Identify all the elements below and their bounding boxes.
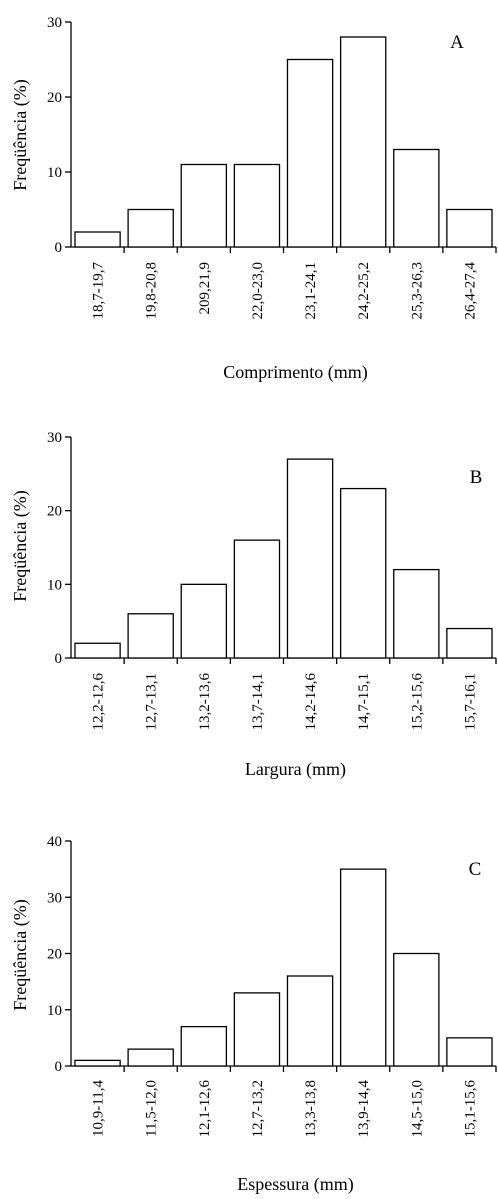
bar [393,148,440,248]
x-category-label: 12,2-12,6 [91,673,107,731]
bar [446,1037,493,1067]
x-category-label: 12,1-12,6 [197,1080,213,1138]
panel-letter: C [469,859,482,880]
y-tick-label: 0 [55,651,63,667]
y-tick-label: 20 [47,90,62,106]
bar [127,208,174,248]
bar [286,975,334,1067]
bar [74,1059,121,1067]
bar [127,1048,174,1067]
x-category-label: 24,2-25,2 [356,262,372,320]
bar [393,952,440,1067]
x-category-label: 13,3-13,8 [303,1080,319,1138]
x-category-label: 12,7-13,2 [250,1080,266,1138]
x-category-label: 10,9-11,4 [91,1080,107,1137]
x-category-label: 11,5-12,0 [144,1080,160,1137]
panel-letter: B [470,467,483,488]
bar [393,568,440,659]
bar [446,208,493,248]
x-category-label: 14,5-15,0 [409,1080,425,1138]
panel-letter: A [450,32,464,53]
bar [127,613,174,659]
y-tick-label: 20 [47,947,62,963]
bar [446,627,493,659]
bar [233,539,281,659]
x-category-label: 25,3-26,3 [409,262,425,320]
bar [339,868,387,1067]
bar [180,163,228,248]
x-category-label: 12,7-13,1 [144,673,160,731]
y-tick-label: 10 [47,165,62,181]
y-tick-label: 40 [47,834,62,850]
y-axis-title: Freqüência (%) [10,899,31,1010]
y-tick-label: 20 [47,504,62,520]
x-axis-title: Espessura (mm) [237,1174,353,1195]
x-category-label: 14,7-15,1 [356,673,372,731]
y-axis-title: Freqüência (%) [10,79,31,190]
bar [339,487,387,659]
x-category-label: 15,7-16,1 [462,673,478,731]
y-tick-label: 0 [55,240,63,256]
y-tick-label: 10 [47,1003,62,1019]
bar [339,36,387,248]
x-category-label: 23,1-24,1 [303,262,319,320]
x-category-label: 13,7-14,1 [250,673,266,731]
bar [286,458,334,659]
y-axis-title: Freqüência (%) [10,490,31,601]
x-category-label: 15,2-15,6 [409,673,425,731]
bar [74,231,121,248]
x-category-label: 15,1-15,6 [462,1080,478,1138]
y-tick-label: 30 [47,15,62,31]
x-category-label: 13,9-14,4 [356,1080,372,1138]
x-axis-title: Comprimento (mm) [223,362,367,383]
y-tick-label: 10 [47,577,62,593]
bar [286,58,334,248]
y-tick-label: 0 [55,1059,63,1075]
y-tick-label: 30 [47,890,62,906]
bar [233,992,281,1067]
bar [74,642,121,659]
x-axis-title: Largura (mm) [245,759,346,780]
bar [180,1025,228,1067]
panel-c: 0 10 20 30 40 10,9-11,4 11,5-12,0 12,1-12,6 12,7… [10,834,497,1195]
panel-a: 0 10 20 30 18,7-19,7 19,8-20,8 209,21,9 22,0-23… [10,15,497,383]
x-category-label: 14,2-14,6 [303,673,319,731]
bar [233,163,281,248]
y-tick-label: 30 [47,430,62,446]
panel-b: 0 10 20 30 12,2-12,6 12,7-13,1 13,2-13,6 13,7-1… [10,430,497,780]
x-category-label: 13,2-13,6 [197,673,213,731]
bar [180,583,228,659]
x-category-label: 22,0-23,0 [250,262,266,320]
x-category-label: 209,21,9 [197,262,213,315]
x-category-label: 19,8-20,8 [144,262,160,320]
x-category-label: 18,7-19,7 [91,262,107,320]
x-category-label: 26,4-27,4 [462,262,478,320]
